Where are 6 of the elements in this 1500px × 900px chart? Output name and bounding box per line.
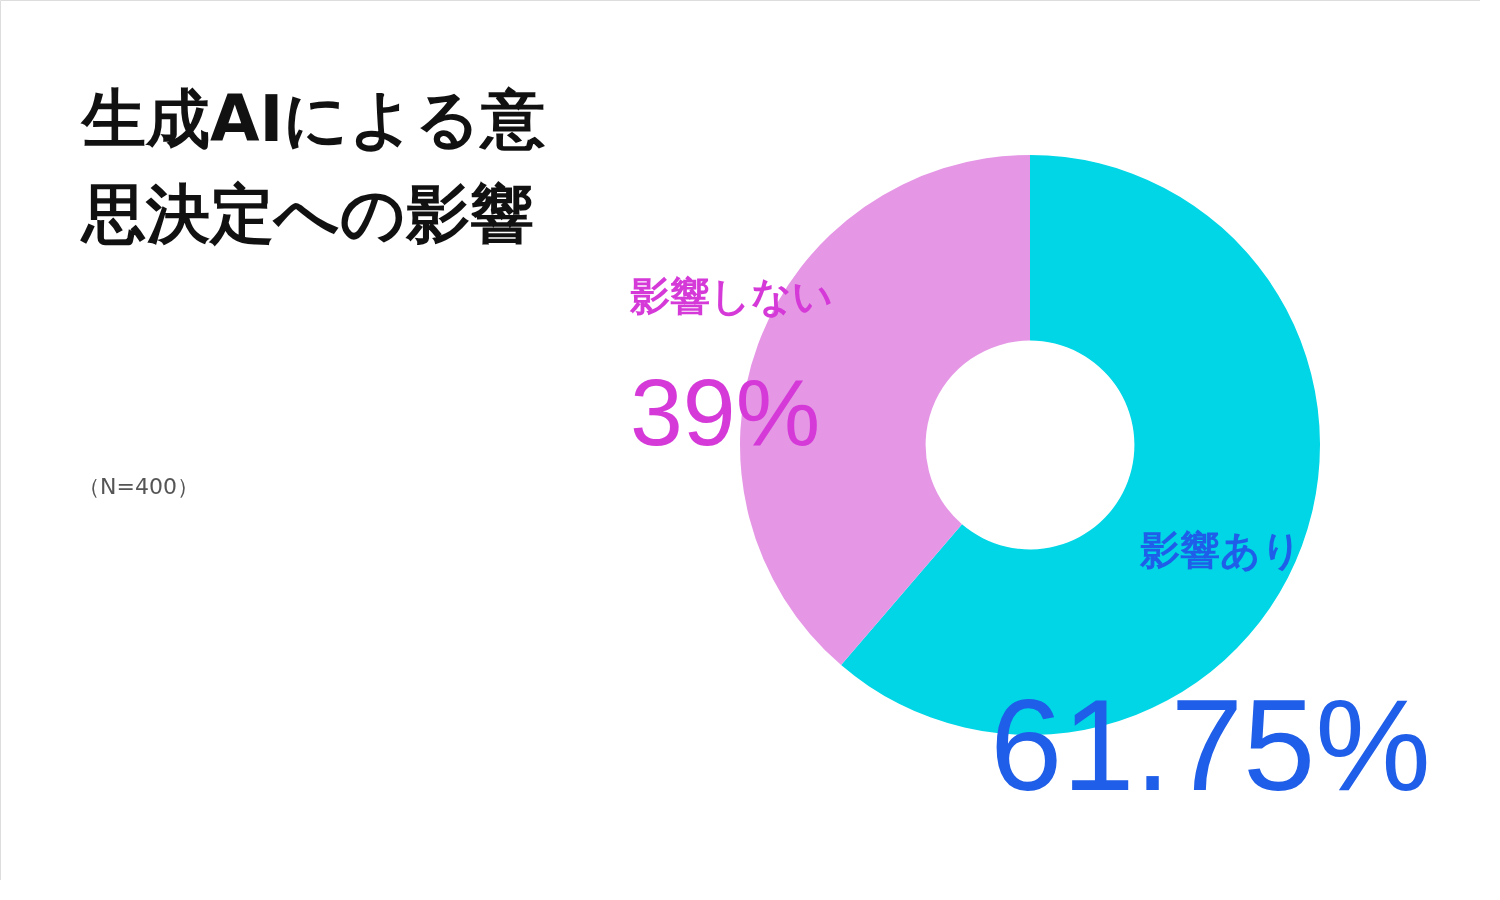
data-label: 39% [630,359,821,465]
data-label: 61.75% [990,672,1431,818]
slice-label: 影響しない [629,273,833,319]
text: （N=400） [78,474,199,499]
chart-title: 生成AIによる意思決定への影響 [80,82,546,251]
slice-label: 影響あり [1139,527,1302,573]
